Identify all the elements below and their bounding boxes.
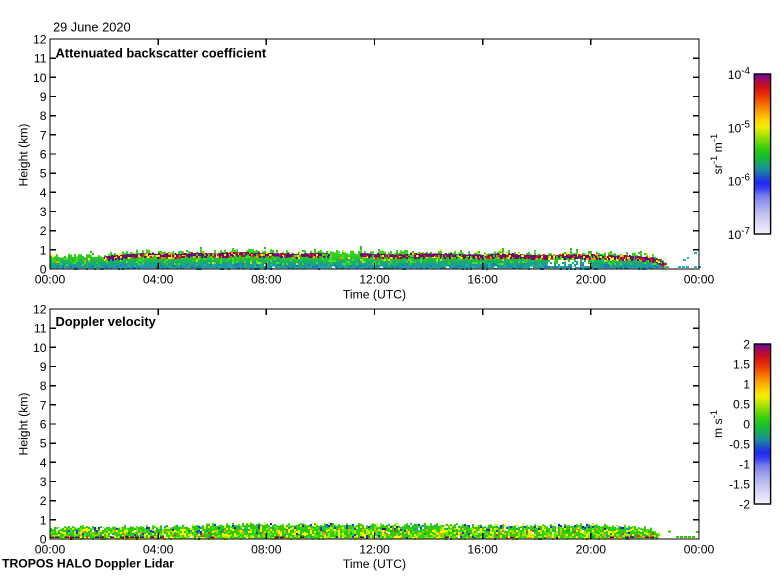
svg-text:Height (km): Height (km): [17, 393, 31, 456]
svg-text:00:00: 00:00: [684, 273, 715, 287]
svg-text:16:00: 16:00: [467, 273, 498, 287]
svg-text:Height (km): Height (km): [17, 124, 31, 187]
svg-text:0: 0: [743, 418, 750, 432]
svg-text:TROPOS HALO Doppler Lidar: TROPOS HALO Doppler Lidar: [2, 557, 174, 571]
svg-text:8: 8: [40, 109, 47, 123]
svg-text:1: 1: [40, 513, 47, 527]
svg-text:12:00: 12:00: [359, 543, 390, 557]
svg-text:20:00: 20:00: [576, 273, 607, 287]
svg-text:6: 6: [40, 418, 47, 432]
svg-text:00:00: 00:00: [35, 543, 66, 557]
svg-text:00:00: 00:00: [35, 273, 66, 287]
svg-text:9: 9: [40, 90, 47, 104]
svg-text:20:00: 20:00: [576, 543, 607, 557]
svg-text:1: 1: [40, 243, 47, 257]
svg-text:-2: -2: [739, 498, 750, 512]
svg-text:29 June 2020: 29 June 2020: [53, 20, 131, 35]
svg-text:4: 4: [40, 186, 47, 200]
svg-text:8: 8: [40, 379, 47, 393]
svg-text:7: 7: [40, 398, 47, 412]
svg-text:4: 4: [40, 456, 47, 470]
svg-text:Attenuated backscatter coeffic: Attenuated backscatter coefficient: [56, 46, 267, 61]
svg-text:1: 1: [743, 378, 750, 392]
svg-text:5: 5: [40, 167, 47, 181]
svg-text:-1.5: -1.5: [729, 478, 750, 492]
svg-text:3: 3: [40, 205, 47, 219]
svg-text:9: 9: [40, 360, 47, 374]
svg-text:0: 0: [40, 263, 47, 277]
svg-text:2: 2: [40, 224, 47, 238]
svg-text:08:00: 08:00: [251, 273, 282, 287]
svg-text:0: 0: [40, 533, 47, 547]
svg-text:10: 10: [33, 71, 47, 85]
svg-text:Time (UTC): Time (UTC): [343, 557, 406, 571]
svg-text:12: 12: [33, 33, 47, 47]
svg-text:1.5: 1.5: [733, 358, 750, 372]
svg-text:3: 3: [40, 475, 47, 489]
svg-text:Doppler velocity: Doppler velocity: [56, 314, 157, 329]
svg-text:11: 11: [34, 322, 47, 336]
svg-text:00:00: 00:00: [684, 543, 715, 557]
svg-text:11: 11: [34, 52, 47, 66]
svg-text:0.5: 0.5: [733, 398, 750, 412]
svg-text:-1: -1: [739, 458, 750, 472]
svg-text:7: 7: [40, 128, 47, 142]
svg-text:12:00: 12:00: [359, 273, 390, 287]
svg-text:5: 5: [40, 437, 47, 451]
svg-text:2: 2: [743, 338, 750, 352]
svg-text:16:00: 16:00: [467, 543, 498, 557]
svg-text:Time (UTC): Time (UTC): [343, 288, 406, 302]
svg-text:2: 2: [40, 494, 47, 508]
svg-text:04:00: 04:00: [143, 273, 174, 287]
svg-text:6: 6: [40, 148, 47, 162]
svg-text:-0.5: -0.5: [729, 438, 750, 452]
svg-text:08:00: 08:00: [251, 543, 282, 557]
svg-text:10: 10: [33, 341, 47, 355]
svg-text:12: 12: [33, 303, 47, 317]
svg-text:04:00: 04:00: [143, 543, 174, 557]
svg-text:sr-1 m-1: sr-1 m-1: [709, 134, 725, 175]
